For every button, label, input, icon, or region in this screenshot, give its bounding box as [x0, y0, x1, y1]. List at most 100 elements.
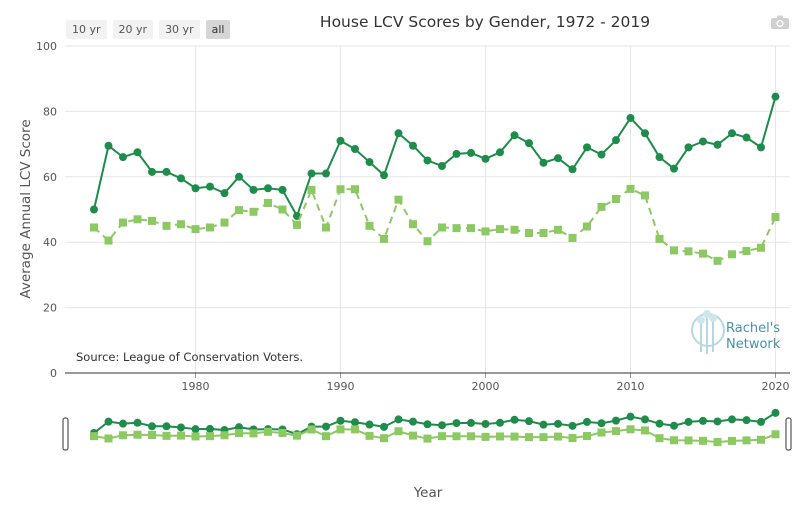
data-point[interactable] — [612, 136, 620, 145]
data-point[interactable] — [322, 169, 330, 178]
data-point[interactable] — [336, 185, 345, 194]
data-point[interactable] — [452, 149, 461, 158]
data-point[interactable] — [670, 164, 678, 173]
data-point[interactable] — [90, 223, 98, 232]
range-all-button[interactable]: all — [205, 20, 231, 39]
data-point[interactable] — [496, 225, 504, 234]
data-point[interactable] — [438, 162, 446, 171]
data-point[interactable] — [409, 220, 417, 229]
data-point[interactable] — [293, 220, 301, 229]
range-20yr-button[interactable]: 20 yr — [112, 20, 154, 39]
data-point[interactable] — [119, 218, 127, 227]
data-point[interactable] — [467, 224, 475, 233]
data-point[interactable] — [713, 140, 722, 149]
navigator-left-handle[interactable] — [62, 417, 69, 451]
data-point[interactable] — [322, 223, 330, 232]
data-point[interactable] — [452, 224, 461, 233]
data-point[interactable] — [626, 184, 635, 193]
data-point[interactable] — [438, 223, 446, 232]
data-point[interactable] — [365, 158, 374, 167]
data-point[interactable] — [423, 237, 432, 246]
data-point[interactable] — [264, 184, 272, 193]
data-point[interactable] — [539, 229, 548, 238]
data-point[interactable] — [177, 174, 185, 183]
data-point[interactable] — [771, 213, 780, 222]
data-point[interactable] — [568, 233, 577, 242]
data-point[interactable] — [626, 113, 635, 122]
camera-icon[interactable] — [771, 15, 789, 29]
data-point[interactable] — [699, 137, 707, 146]
data-point[interactable] — [206, 182, 214, 191]
data-point[interactable] — [771, 92, 780, 101]
data-point[interactable] — [757, 143, 765, 152]
data-point[interactable] — [351, 185, 359, 194]
data-point[interactable] — [510, 131, 519, 140]
data-point[interactable] — [728, 129, 736, 138]
data-point[interactable] — [351, 145, 359, 154]
data-point[interactable] — [684, 247, 693, 256]
data-point[interactable] — [307, 169, 316, 178]
data-point[interactable] — [655, 153, 664, 162]
data-point[interactable] — [583, 222, 591, 231]
data-point[interactable] — [554, 225, 562, 234]
data-point[interactable] — [481, 154, 490, 163]
data-point[interactable] — [162, 221, 171, 230]
data-point[interactable] — [742, 133, 751, 142]
range-30yr-button[interactable]: 30 yr — [159, 20, 200, 39]
data-point[interactable] — [568, 165, 577, 174]
data-point[interactable] — [264, 198, 272, 207]
data-point[interactable] — [394, 129, 403, 138]
data-point[interactable] — [554, 154, 562, 163]
data-point[interactable] — [525, 229, 533, 238]
data-point[interactable] — [742, 247, 751, 256]
data-point[interactable] — [220, 218, 229, 227]
data-point[interactable] — [336, 136, 345, 145]
data-point[interactable] — [148, 167, 156, 176]
data-point[interactable] — [713, 256, 722, 265]
range-10yr-button[interactable]: 10 yr — [66, 20, 107, 39]
data-point[interactable] — [612, 195, 620, 204]
data-point[interactable] — [249, 207, 258, 216]
data-point[interactable] — [177, 220, 185, 229]
data-point[interactable] — [525, 139, 533, 148]
data-point[interactable] — [90, 205, 98, 214]
data-point[interactable] — [133, 215, 142, 224]
data-point[interactable] — [380, 234, 388, 243]
data-point[interactable] — [684, 143, 693, 152]
data-point[interactable] — [597, 150, 606, 159]
data-point[interactable] — [278, 205, 287, 214]
navigator-right-handle[interactable] — [785, 417, 792, 451]
data-point[interactable] — [220, 189, 229, 198]
data-point[interactable] — [104, 236, 113, 245]
data-point[interactable] — [365, 221, 374, 230]
data-point[interactable] — [641, 129, 649, 138]
data-point[interactable] — [641, 191, 649, 200]
data-point[interactable] — [191, 225, 200, 234]
data-point[interactable] — [119, 153, 127, 162]
data-point[interactable] — [191, 184, 200, 193]
data-point[interactable] — [496, 148, 504, 157]
data-point[interactable] — [539, 158, 548, 167]
data-point[interactable] — [235, 206, 243, 215]
data-point[interactable] — [583, 143, 591, 152]
data-point[interactable] — [278, 185, 287, 194]
data-point[interactable] — [380, 171, 388, 180]
data-point[interactable] — [409, 141, 417, 150]
data-point[interactable] — [148, 216, 156, 225]
data-point[interactable] — [104, 141, 113, 150]
data-point[interactable] — [655, 234, 664, 243]
data-point[interactable] — [467, 148, 475, 157]
data-point[interactable] — [249, 185, 258, 194]
data-point[interactable] — [423, 156, 432, 165]
data-point[interactable] — [394, 195, 403, 204]
data-point[interactable] — [510, 225, 519, 234]
data-point[interactable] — [206, 223, 214, 232]
data-point[interactable] — [757, 243, 765, 252]
data-point[interactable] — [235, 172, 243, 181]
data-point[interactable] — [307, 185, 316, 194]
data-point[interactable] — [699, 249, 707, 258]
data-point[interactable] — [597, 202, 606, 211]
data-point[interactable] — [481, 227, 490, 236]
data-point[interactable] — [728, 250, 736, 259]
data-point[interactable] — [670, 246, 678, 255]
